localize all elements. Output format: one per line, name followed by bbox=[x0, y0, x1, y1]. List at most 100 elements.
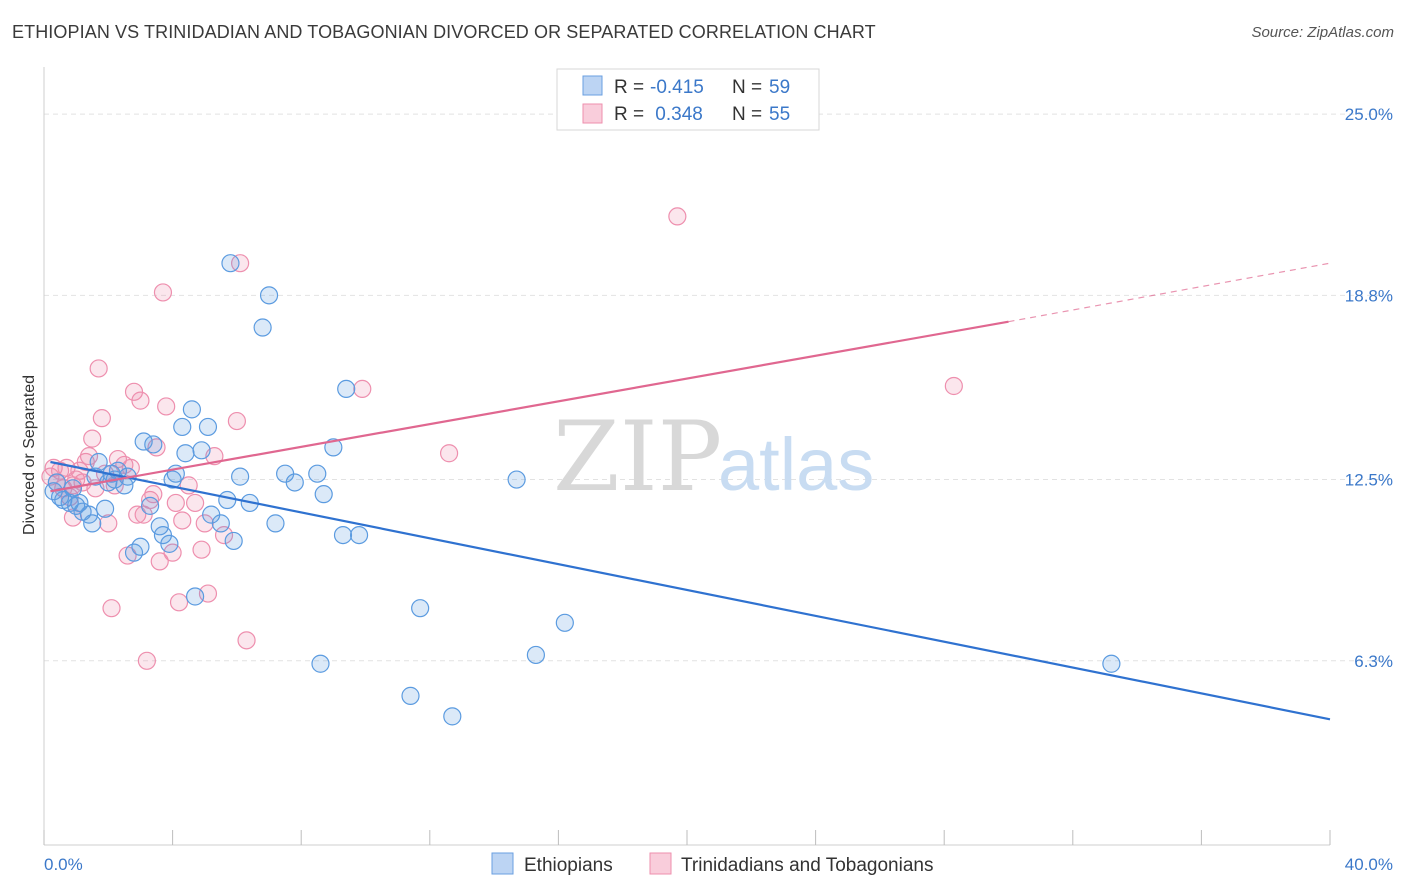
legend-n-label-2: N = bbox=[732, 104, 762, 125]
trinidadian-trend-line bbox=[50, 320, 1009, 493]
ethiopian-point-23 bbox=[140, 496, 160, 515]
trinidadian-point-48 bbox=[231, 254, 250, 273]
ethiopian-point-32 bbox=[182, 400, 201, 419]
trinidadian-point-41 bbox=[186, 493, 205, 513]
trinidadian-point-33 bbox=[150, 552, 169, 571]
ethiopian-point-57 bbox=[443, 707, 462, 726]
ethiopian-point-10 bbox=[83, 514, 102, 533]
bottom-legend-swatch-ethiopians bbox=[491, 852, 514, 875]
ethiopian-point-50 bbox=[324, 438, 343, 457]
trinidadian-point-42 bbox=[192, 540, 211, 559]
y-axis-title: Divorced or Separated bbox=[21, 375, 38, 535]
ethiopian-point-45 bbox=[266, 514, 285, 533]
bottom-legend-ethiopians: Ethiopians bbox=[524, 855, 613, 876]
ethiopian-point-35 bbox=[198, 417, 218, 437]
y-tick-label-2: 18.8% bbox=[1345, 286, 1393, 305]
legend-swatch-ethiopians bbox=[582, 75, 603, 96]
trinidadian-point-35 bbox=[157, 397, 176, 416]
tick-labels: 6.3% 12.5% 18.8% 25.0% 0.0% 40.0% bbox=[44, 105, 1393, 874]
ethiopian-trend-line bbox=[50, 460, 1331, 721]
ethiopian-point-21 bbox=[131, 537, 150, 556]
watermark: ZIP atlas bbox=[553, 401, 874, 513]
bottom-legend-swatch-trinidadians bbox=[649, 852, 672, 875]
y-tick-label-0: 6.3% bbox=[1354, 652, 1393, 671]
trinidadian-point-12 bbox=[79, 447, 99, 466]
trinidadian-point-30 bbox=[140, 490, 160, 510]
ethiopian-point-44 bbox=[253, 318, 272, 337]
x-tick-label-1: 40.0% bbox=[1345, 855, 1393, 874]
ethiopian-point-52 bbox=[349, 525, 369, 545]
ethiopian-point-39 bbox=[224, 531, 243, 551]
ethiopian-point-12 bbox=[89, 452, 108, 472]
ethiopian-point-59 bbox=[526, 645, 545, 665]
ethiopian-point-24 bbox=[144, 435, 163, 454]
bottom-legend: Ethiopians Trinidadians and Tobagonians bbox=[491, 852, 933, 876]
ethiopian-point-53 bbox=[337, 379, 356, 399]
trinidadian-point-26 bbox=[128, 505, 147, 524]
trinidadian-point-11 bbox=[76, 452, 95, 472]
trinidadian-trend-extension bbox=[1008, 262, 1331, 323]
trinidadian-point-49 bbox=[237, 631, 256, 650]
trinidadian-point-19 bbox=[102, 599, 121, 618]
ethiopian-point-51 bbox=[333, 525, 353, 545]
trinidadian-point-29 bbox=[137, 651, 156, 670]
bottom-legend-trinidadians: Trinidadians and Tobagonians bbox=[681, 855, 933, 876]
trinidadian-point-15 bbox=[89, 359, 108, 378]
y-tick-label-3: 25.0% bbox=[1345, 105, 1393, 124]
legend-n-label-1: N = bbox=[732, 77, 762, 98]
trinidadian-point-34 bbox=[153, 283, 173, 302]
ethiopian-point-43 bbox=[259, 286, 279, 305]
ethiopian-point-48 bbox=[308, 464, 327, 483]
legend-r-value-1: -0.415 bbox=[650, 77, 704, 98]
chart-title: ETHIOPIAN VS TRINIDADIAN AND TOBAGONIAN … bbox=[12, 22, 876, 42]
ethiopian-point-54 bbox=[311, 654, 330, 673]
ethiopian-point-38 bbox=[218, 490, 237, 510]
trinidadian-point-31 bbox=[144, 485, 163, 504]
trinidadian-point-38 bbox=[169, 593, 189, 612]
trend-lines bbox=[50, 262, 1331, 721]
legend-r-label-1: R = bbox=[614, 77, 644, 98]
ethiopian-point-34 bbox=[192, 441, 211, 460]
ethiopian-point-58 bbox=[507, 470, 526, 489]
ethiopian-point-28 bbox=[163, 470, 182, 489]
legend-n-value-1: 59 bbox=[769, 77, 790, 98]
trinidadian-point-53 bbox=[944, 376, 963, 396]
legend-r-value-2: 0.348 bbox=[650, 104, 703, 125]
ethiopian-point-27 bbox=[160, 534, 179, 553]
ethiopian-point-13 bbox=[95, 499, 115, 518]
x-tick-label-0: 0.0% bbox=[44, 855, 83, 874]
ethiopian-point-33 bbox=[186, 587, 205, 606]
axes bbox=[43, 67, 1331, 846]
ethiopian-points bbox=[44, 254, 1121, 726]
trinidadian-point-46 bbox=[214, 525, 234, 545]
ethiopian-point-49 bbox=[314, 485, 333, 504]
grid-lines bbox=[44, 113, 1392, 662]
trinidadian-point-27 bbox=[131, 391, 150, 410]
ethiopian-point-47 bbox=[285, 473, 304, 492]
ethiopian-point-40 bbox=[231, 467, 250, 486]
trinidadian-point-47 bbox=[227, 411, 246, 431]
ethiopian-point-61 bbox=[1102, 654, 1121, 673]
watermark-zip: ZIP bbox=[553, 401, 722, 513]
ethiopian-point-42 bbox=[221, 254, 240, 273]
legend-r-label-2: R = bbox=[614, 104, 644, 125]
ethiopian-point-31 bbox=[176, 444, 195, 463]
legend: R = -0.415 N = 59 R = 0.348 N = 55 bbox=[556, 68, 820, 131]
trinidadian-point-39 bbox=[173, 511, 192, 530]
trinidadian-point-52 bbox=[668, 207, 687, 226]
ethiopian-point-55 bbox=[411, 599, 430, 618]
trinidadian-point-37 bbox=[166, 493, 185, 513]
y-tick-label-1: 12.5% bbox=[1345, 471, 1393, 490]
trinidadian-point-13 bbox=[83, 429, 102, 448]
trinidadian-point-51 bbox=[439, 444, 459, 463]
ethiopian-point-37 bbox=[211, 514, 230, 533]
ethiopian-point-60 bbox=[555, 613, 574, 632]
legend-swatch-trinidadians bbox=[582, 103, 603, 124]
trinidadian-point-18 bbox=[99, 514, 118, 533]
source-credit: Source: ZipAtlas.com bbox=[1251, 24, 1394, 41]
trinidadian-point-50 bbox=[353, 379, 372, 399]
ethiopian-point-56 bbox=[401, 686, 420, 705]
legend-n-value-2: 55 bbox=[769, 104, 790, 125]
ethiopian-point-30 bbox=[173, 417, 192, 437]
